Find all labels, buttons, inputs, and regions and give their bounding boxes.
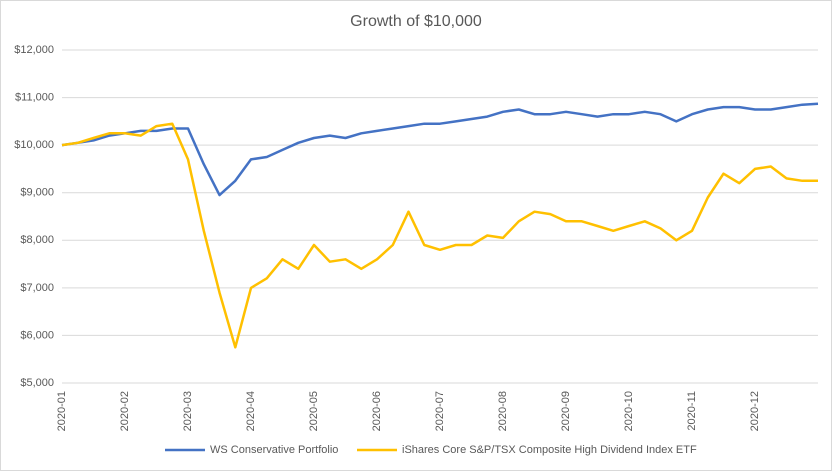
y-tick-label: $7,000: [20, 282, 54, 294]
x-tick-label: 2020-01: [56, 391, 68, 431]
x-tick-label: 2020-08: [497, 391, 509, 431]
x-tick-label: 2020-09: [560, 391, 572, 431]
x-tick-label: 2020-11: [686, 391, 698, 431]
y-tick-label: $6,000: [20, 329, 54, 341]
x-tick-label: 2020-04: [245, 391, 257, 431]
series-line: [61, 102, 819, 197]
y-tick-label: $12,000: [14, 44, 54, 56]
x-tick-label: 2020-03: [182, 391, 194, 431]
y-tick-label: $9,000: [20, 187, 54, 199]
x-tick-label: 2020-06: [371, 391, 383, 431]
series-line: [61, 122, 818, 349]
legend-label: iShares Core S&P/TSX Composite High Divi…: [402, 444, 697, 456]
x-tick-label: 2020-05: [308, 391, 320, 431]
chart-title: Growth of $10,000: [350, 13, 482, 30]
x-tick-label: 2020-07: [434, 391, 446, 431]
y-tick-label: $5,000: [20, 377, 54, 389]
y-tick-label: $11,000: [15, 91, 54, 103]
x-tick-label: 2020-12: [749, 391, 761, 431]
x-tick-label: 2020-02: [119, 391, 131, 431]
legend-label: WS Conservative Portfolio: [210, 444, 338, 456]
y-tick-label: $8,000: [20, 234, 54, 246]
y-tick-label: $10,000: [14, 139, 54, 151]
x-tick-label: 2020-10: [623, 391, 635, 431]
